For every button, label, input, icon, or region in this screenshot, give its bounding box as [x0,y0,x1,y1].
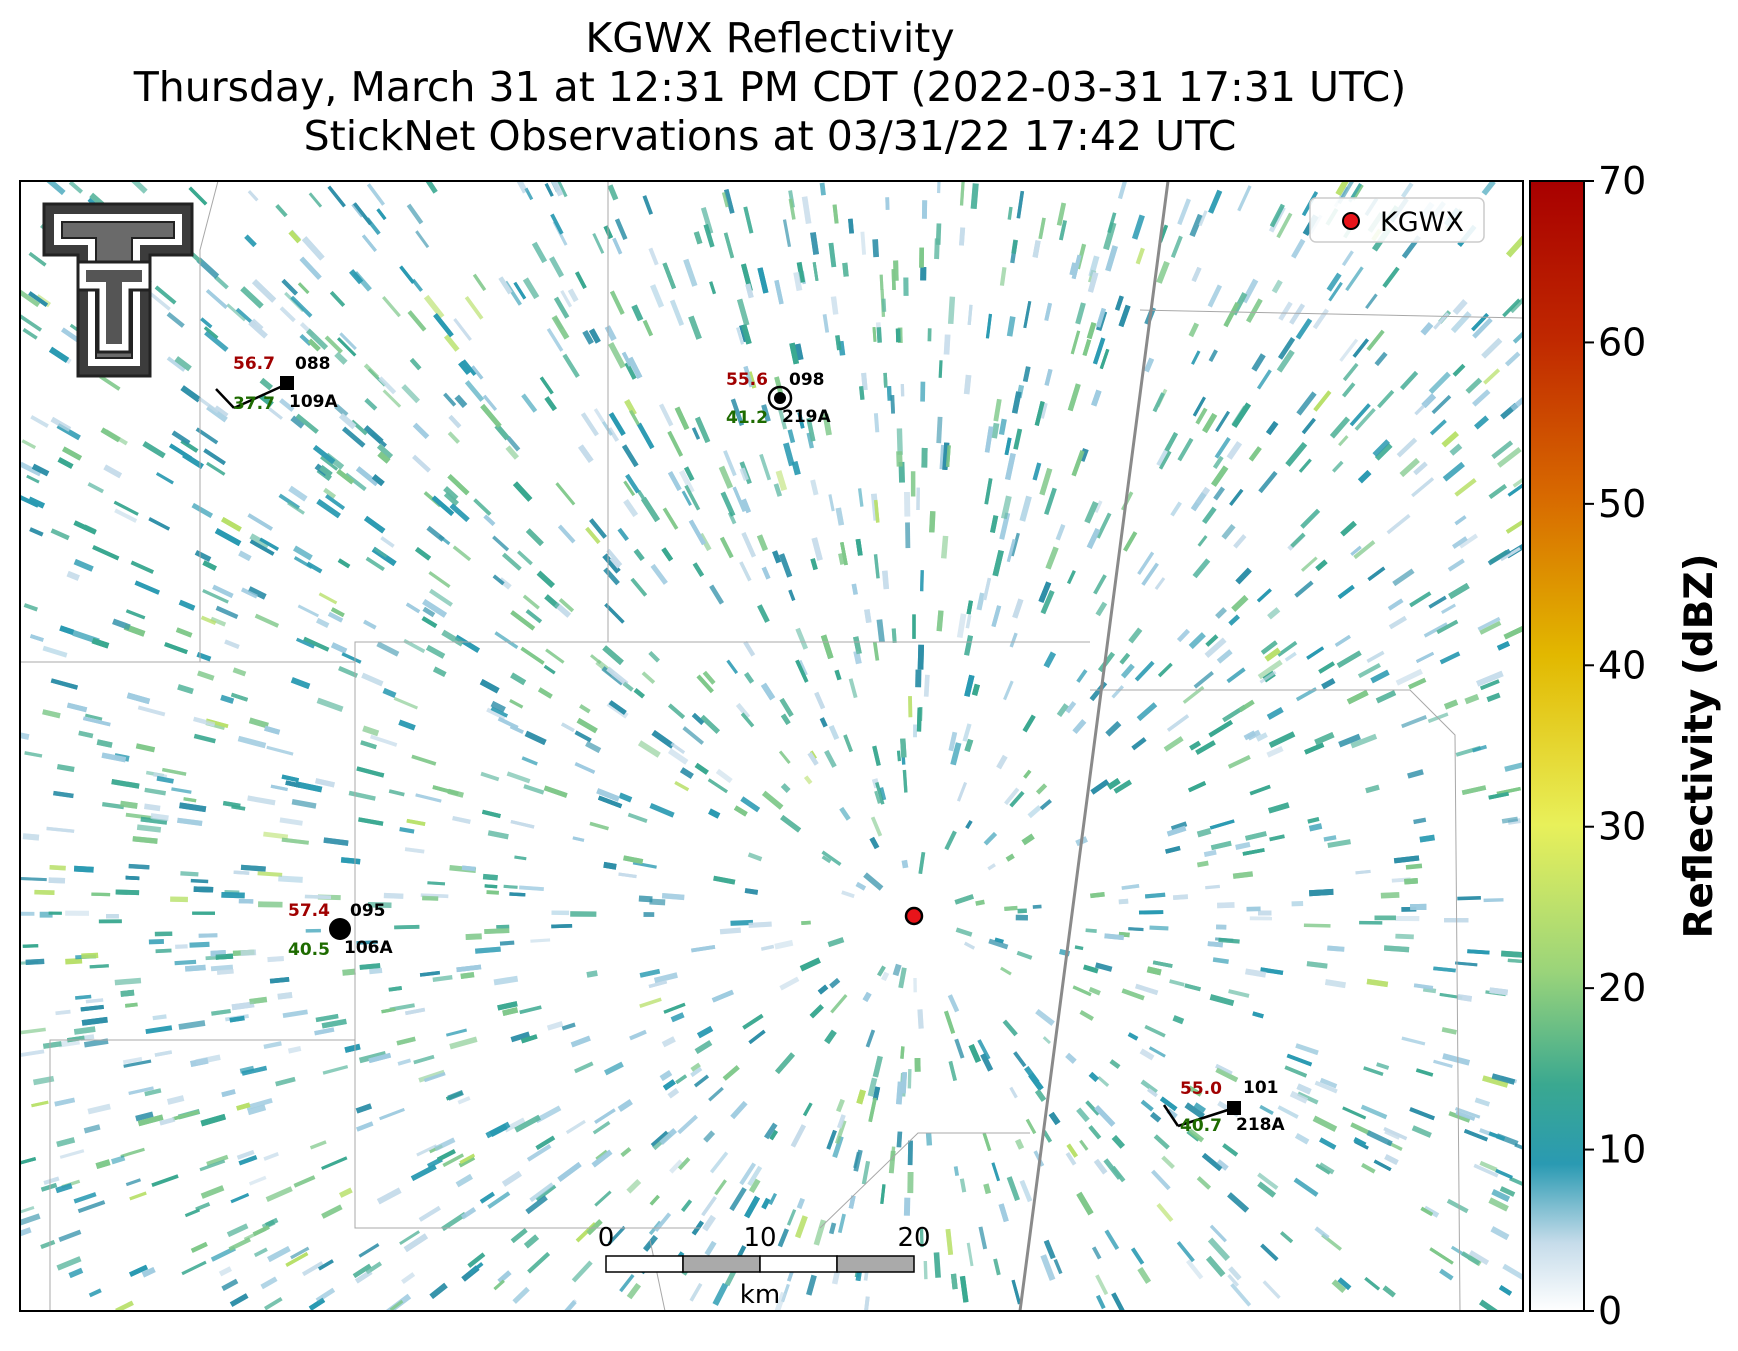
colorbar-tick-label: 0 [1598,1289,1622,1333]
colorbar-tick-label: 20 [1598,966,1646,1010]
county-boundaries [20,181,1523,1311]
colorbar-gradient [1529,180,1585,1312]
colorbar-label: Reflectivity (dBZ) [1677,554,1722,939]
station-dewpoint: 37.7 [233,394,275,414]
colorbar: 0 10 20 30 40 50 60 70 Reflectivity (dBZ) [1529,159,1722,1333]
station-marker [329,918,351,940]
station-temperature: 55.0 [1180,1079,1222,1099]
chart-subtitle-time: Thursday, March 31 at 12:31 PM CDT (2022… [133,63,1407,111]
colorbar-tick-label: 50 [1598,482,1646,526]
map-area [20,181,1523,1311]
map-frame [19,180,1524,1312]
station-dewpoint: 40.7 [1180,1116,1222,1136]
station-106A: 57.4 095 40.5 106A [288,901,393,960]
map-legend: KGWX [1309,197,1485,243]
scale-tick-label: 0 [598,1223,615,1253]
colorbar-tick-label: 30 [1598,805,1646,849]
double-t-logo [42,202,194,378]
station-marker [767,385,793,411]
reflectivity-echoes [20,181,1523,1311]
colorbar-tick-label: 60 [1598,320,1646,364]
station-219A: 55.6 098 41.2 219A [726,370,831,428]
station-marker [280,376,294,390]
station-218A: 55.0 101 40.7 218A [1162,1078,1285,1136]
colorbar-tick-label: 70 [1598,159,1646,203]
station-dewpoint: 41.2 [726,408,768,428]
scale-bar: 0 10 20 km [598,1223,931,1310]
chart-title: KGWX Reflectivity [585,14,955,62]
station-id: 219A [782,407,831,427]
station-dewpoint: 40.5 [288,940,330,960]
highway [1018,181,1170,1311]
station-pressure: 098 [789,370,825,390]
colorbar-ticks: 0 10 20 30 40 50 60 70 [1584,159,1646,1333]
scale-unit-label: km [740,1280,780,1310]
colorbar-tick-label: 10 [1598,1128,1646,1172]
colorbar-tick-label: 40 [1598,643,1646,687]
station-109A: 56.7 088 37.7 109A [215,354,338,414]
station-temperature: 56.7 [233,354,275,374]
scale-tick-label: 10 [743,1223,776,1253]
scale-tick-label: 20 [897,1223,930,1253]
station-temperature: 55.6 [726,370,768,390]
station-marker [1227,1101,1241,1115]
station-id: 109A [289,392,338,412]
radar-site-legend-marker [1342,212,1360,230]
legend-label: KGWX [1380,207,1464,238]
station-pressure: 095 [350,901,386,921]
station-id: 106A [344,938,393,958]
station-id: 218A [1236,1115,1285,1135]
station-pressure: 088 [295,354,331,374]
radar-site-marker [904,906,924,926]
station-temperature: 57.4 [288,901,330,921]
station-pressure: 101 [1243,1078,1279,1098]
chart-subtitle-obs: StickNet Observations at 03/31/22 17:42 … [303,112,1237,160]
